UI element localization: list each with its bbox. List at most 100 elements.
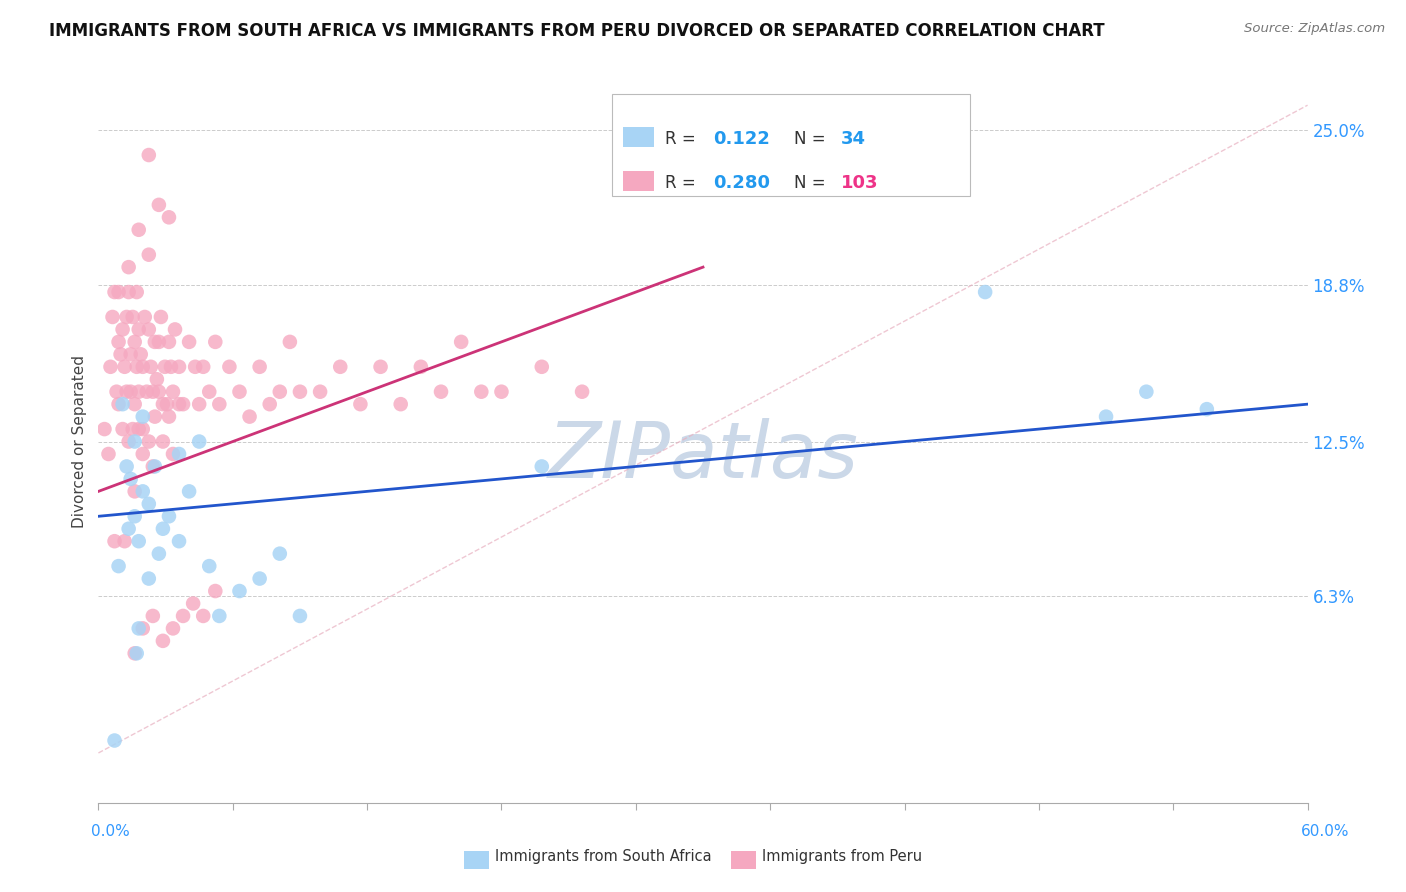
Point xyxy=(259,397,281,411)
Point xyxy=(120,472,142,486)
Text: Immigrants from South Africa: Immigrants from South Africa xyxy=(495,849,711,863)
Point xyxy=(118,260,141,274)
Point xyxy=(93,422,115,436)
Point xyxy=(156,397,179,411)
Point xyxy=(162,447,184,461)
Point xyxy=(152,434,174,449)
Point xyxy=(157,211,180,225)
Point xyxy=(208,609,231,624)
Point xyxy=(218,359,240,374)
Point xyxy=(107,285,129,299)
Point xyxy=(121,422,143,436)
Point xyxy=(132,621,155,635)
Point xyxy=(135,384,157,399)
Point xyxy=(107,397,129,411)
Point xyxy=(163,322,186,336)
Point xyxy=(115,310,138,324)
Point xyxy=(120,384,142,399)
Point xyxy=(1135,384,1157,399)
Point xyxy=(132,422,155,436)
Point xyxy=(142,384,165,399)
Point xyxy=(100,359,122,374)
Point xyxy=(128,384,150,399)
Point xyxy=(111,322,134,336)
Point xyxy=(115,459,138,474)
Point xyxy=(193,359,215,374)
Point xyxy=(128,223,150,237)
Point xyxy=(132,409,155,424)
Text: 0.122: 0.122 xyxy=(713,129,769,147)
Text: R =: R = xyxy=(665,129,702,147)
Point xyxy=(128,534,150,549)
Text: ZIPatlas: ZIPatlas xyxy=(547,418,859,494)
Point xyxy=(269,547,291,561)
Point xyxy=(148,384,170,399)
Point xyxy=(162,384,184,399)
Point xyxy=(124,484,146,499)
Point xyxy=(110,347,132,361)
Text: N =: N = xyxy=(794,129,831,147)
Point xyxy=(198,559,221,574)
Point xyxy=(530,459,553,474)
Point xyxy=(188,397,211,411)
Point xyxy=(167,359,190,374)
Point xyxy=(107,334,129,349)
Point xyxy=(167,397,190,411)
Y-axis label: Divorced or Separated: Divorced or Separated xyxy=(72,355,87,528)
Point xyxy=(491,384,513,399)
Point xyxy=(118,522,141,536)
Point xyxy=(143,409,166,424)
Point xyxy=(571,384,593,399)
Point xyxy=(143,334,166,349)
Point xyxy=(152,522,174,536)
Point xyxy=(97,447,120,461)
Point xyxy=(1195,402,1218,417)
Point xyxy=(153,359,176,374)
Point xyxy=(184,359,207,374)
Text: 0.280: 0.280 xyxy=(713,174,770,192)
Point xyxy=(288,384,311,399)
Point xyxy=(128,422,150,436)
Point xyxy=(152,633,174,648)
Point xyxy=(329,359,352,374)
Point xyxy=(148,334,170,349)
Point xyxy=(120,347,142,361)
Point xyxy=(204,584,226,599)
Point xyxy=(157,409,180,424)
Point xyxy=(124,646,146,660)
Point xyxy=(172,609,194,624)
Point xyxy=(124,434,146,449)
Point xyxy=(105,384,128,399)
Point xyxy=(269,384,291,399)
Point xyxy=(278,334,301,349)
Point xyxy=(103,534,125,549)
Point xyxy=(111,422,134,436)
Point xyxy=(142,609,165,624)
Text: Immigrants from Peru: Immigrants from Peru xyxy=(762,849,922,863)
Point xyxy=(101,310,124,324)
Point xyxy=(470,384,492,399)
Point xyxy=(149,310,172,324)
Point xyxy=(349,397,371,411)
Point xyxy=(530,359,553,374)
Point xyxy=(125,359,148,374)
Point xyxy=(157,334,180,349)
Point xyxy=(188,434,211,449)
Point xyxy=(162,621,184,635)
Point xyxy=(132,359,155,374)
Text: 60.0%: 60.0% xyxy=(1302,824,1350,838)
Text: 34: 34 xyxy=(841,129,866,147)
Point xyxy=(450,334,472,349)
Point xyxy=(204,334,226,349)
Point xyxy=(167,447,190,461)
Text: IMMIGRANTS FROM SOUTH AFRICA VS IMMIGRANTS FROM PERU DIVORCED OR SEPARATED CORRE: IMMIGRANTS FROM SOUTH AFRICA VS IMMIGRAN… xyxy=(49,22,1105,40)
Point xyxy=(138,148,160,162)
Point xyxy=(430,384,453,399)
Point xyxy=(138,572,160,586)
Point xyxy=(249,359,271,374)
Text: 0.0%: 0.0% xyxy=(91,824,131,838)
Point xyxy=(142,459,165,474)
Point xyxy=(124,397,146,411)
Point xyxy=(103,285,125,299)
Point xyxy=(143,459,166,474)
